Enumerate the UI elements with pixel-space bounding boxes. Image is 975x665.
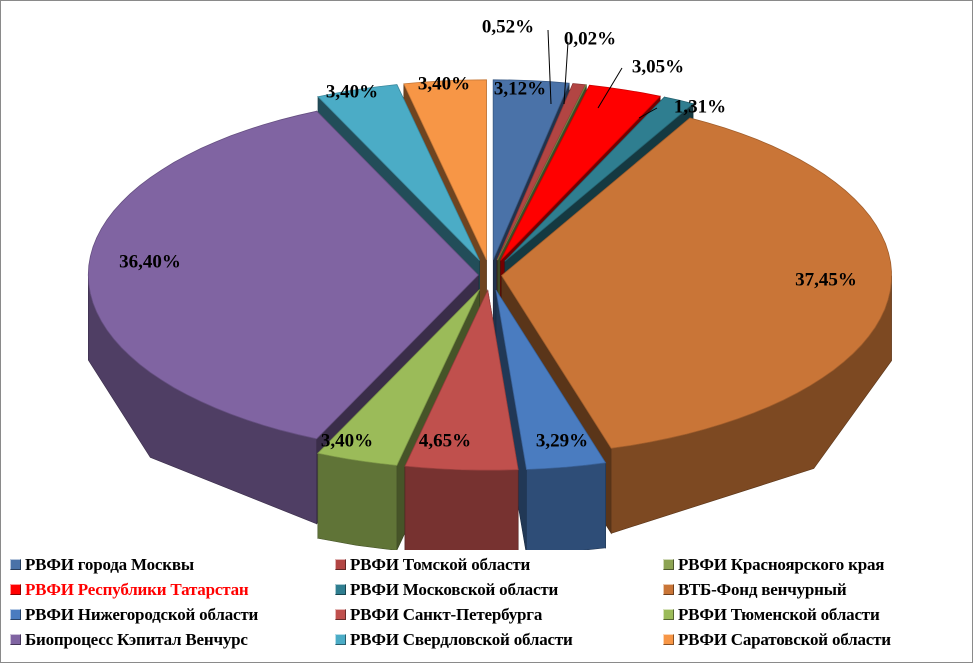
- legend-swatch: [10, 634, 21, 645]
- data-label: 36,40%: [119, 251, 181, 272]
- pie-slice-rim: [317, 452, 398, 550]
- legend-swatch: [10, 609, 21, 620]
- legend-swatch: [335, 609, 346, 620]
- legend-label: РВФИ Нижегородской области: [25, 604, 259, 624]
- leader-line: [597, 67, 623, 109]
- pie-slice: [500, 84, 662, 261]
- legend-label: РВФИ Красноярского края: [678, 554, 885, 574]
- data-label: 3,05%: [632, 56, 684, 77]
- pie-slice: [404, 288, 519, 471]
- legend-label: Биопроцесс Кэпитал Венчурс: [25, 629, 248, 649]
- legend-item-tatarstan: РВФИ Республики Татарстан: [10, 578, 335, 601]
- legend-item-vtb: ВТБ-Фонд венчурный: [663, 578, 963, 601]
- pie-chart: 3,12% 0,52% 0,02% 3,05% 1,31% 37,45% 3,29% 4,65…: [87, 16, 892, 550]
- legend-swatch: [335, 559, 346, 570]
- pie-slice: [496, 83, 587, 261]
- pie-slice: [492, 79, 570, 260]
- legend-label: РВФИ Саратовской области: [678, 629, 891, 649]
- data-label: 3,40%: [418, 73, 470, 94]
- legend-item-saint-petersburg: РВФИ Санкт-Петербурга: [335, 603, 663, 626]
- legend-item-nizhny-novgorod: РВФИ Нижегородской области: [10, 603, 335, 626]
- data-label: 1,31%: [674, 96, 726, 117]
- legend-label: РВФИ Московской области: [350, 579, 559, 599]
- data-label: 3,40%: [326, 81, 378, 102]
- legend-label: РВФИ Тюменской области: [678, 604, 880, 624]
- legend-item-bioprocess: Биопроцесс Кэпитал Венчурс: [10, 628, 335, 651]
- leader-lines: [547, 29, 658, 119]
- legend-item-saratov: РВФИ Саратовской области: [663, 628, 963, 651]
- data-label: 4,65%: [419, 430, 471, 451]
- legend-item-tyumen: РВФИ Тюменской области: [663, 603, 963, 626]
- legend-label: РВФИ Республики Татарстан: [25, 579, 249, 599]
- pie-slice-rim: [404, 465, 519, 550]
- legend-swatch: [663, 609, 674, 620]
- pie-slice-rim: [526, 462, 606, 550]
- legend-swatch: [663, 559, 674, 570]
- legend-swatch: [663, 634, 674, 645]
- legend-swatch: [10, 584, 21, 595]
- pie-slice: [501, 117, 892, 449]
- pie-slice: [403, 79, 487, 260]
- data-labels: 3,12% 0,52% 0,02% 3,05% 1,31% 37,45% 3,29% 4,65…: [119, 16, 857, 451]
- legend-label: РВФИ Томской области: [350, 554, 531, 574]
- legend-item-sverdlovsk: РВФИ Свердловской области: [335, 628, 663, 651]
- pie-slice: [497, 84, 588, 261]
- data-label: 3,40%: [321, 430, 373, 451]
- pie-slice: [504, 96, 694, 262]
- pie-tops: [87, 79, 892, 471]
- data-label: 0,52%: [482, 16, 534, 37]
- pie-slice: [317, 84, 480, 261]
- data-label: 37,45%: [795, 269, 857, 290]
- legend-item-moscow-city: РВФИ города Москвы: [10, 553, 335, 576]
- legend-swatch: [335, 584, 346, 595]
- legend-item-krasnoyarsk: РВФИ Красноярского края: [663, 553, 963, 576]
- leader-line: [638, 107, 658, 119]
- legend-item-tomsk: РВФИ Томской области: [335, 553, 663, 576]
- legend-label: ВТБ-Фонд венчурный: [678, 579, 847, 599]
- leader-line: [547, 29, 552, 105]
- legend-label: РВФИ Свердловской области: [350, 629, 573, 649]
- legend-label: РВФИ Санкт-Петербурга: [350, 604, 543, 624]
- legend-swatch: [663, 584, 674, 595]
- pie-slice: [495, 289, 607, 470]
- legend-swatch: [10, 559, 21, 570]
- legend: РВФИ города Москвы РВФИ Томской области …: [10, 553, 965, 651]
- data-label: 0,02%: [564, 28, 616, 49]
- data-label: 3,12%: [494, 78, 546, 99]
- pie-slice: [316, 289, 480, 466]
- data-label: 3,29%: [536, 430, 588, 451]
- legend-swatch: [335, 634, 346, 645]
- legend-item-moscow-oblast: РВФИ Московской области: [335, 578, 663, 601]
- leader-line: [563, 41, 569, 105]
- legend-label: РВФИ города Москвы: [25, 554, 194, 574]
- pie-slice: [87, 110, 479, 440]
